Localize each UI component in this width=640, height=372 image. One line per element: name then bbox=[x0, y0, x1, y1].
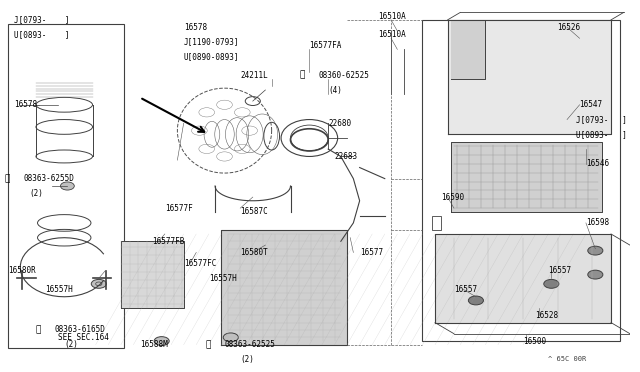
Bar bbox=[432, 215, 442, 230]
Text: 08363-6165D: 08363-6165D bbox=[55, 326, 106, 334]
Text: Ⓢ: Ⓢ bbox=[4, 174, 10, 183]
Polygon shape bbox=[121, 241, 184, 308]
Text: 16546: 16546 bbox=[586, 159, 609, 169]
Text: 16578: 16578 bbox=[184, 23, 207, 32]
Text: 24211L: 24211L bbox=[240, 71, 268, 80]
Text: 16577FA: 16577FA bbox=[309, 41, 342, 50]
Text: (2): (2) bbox=[29, 189, 44, 198]
Circle shape bbox=[588, 270, 603, 279]
Circle shape bbox=[60, 182, 74, 190]
Text: 16577F: 16577F bbox=[165, 203, 193, 213]
Text: 16557H: 16557H bbox=[45, 285, 73, 294]
Text: 08363-62525: 08363-62525 bbox=[225, 340, 275, 349]
Text: 22680: 22680 bbox=[328, 119, 351, 128]
Text: 16580T: 16580T bbox=[240, 248, 268, 257]
Text: 16500: 16500 bbox=[523, 337, 546, 346]
Text: 16577FC: 16577FC bbox=[184, 259, 216, 268]
Text: 16557H: 16557H bbox=[209, 274, 237, 283]
Text: 16557: 16557 bbox=[548, 266, 572, 275]
Text: J[0793-    ]: J[0793- ] bbox=[14, 15, 70, 24]
Text: 16528: 16528 bbox=[536, 311, 559, 320]
Text: SEE SEC.164: SEE SEC.164 bbox=[58, 333, 109, 342]
Polygon shape bbox=[451, 142, 602, 212]
Polygon shape bbox=[447, 20, 611, 134]
Polygon shape bbox=[435, 234, 611, 323]
Polygon shape bbox=[221, 230, 347, 345]
Text: 16590: 16590 bbox=[442, 193, 465, 202]
Circle shape bbox=[223, 333, 238, 342]
Bar bbox=[8, 23, 124, 349]
Text: Ⓢ: Ⓢ bbox=[300, 71, 305, 80]
Text: ^ 65C 00R: ^ 65C 00R bbox=[548, 356, 586, 362]
Text: (2): (2) bbox=[240, 355, 254, 364]
Text: 16578: 16578 bbox=[14, 100, 37, 109]
Text: 08360-62525: 08360-62525 bbox=[319, 71, 370, 80]
Text: 16577FB: 16577FB bbox=[152, 237, 184, 246]
Circle shape bbox=[92, 279, 106, 288]
Polygon shape bbox=[451, 20, 485, 79]
Circle shape bbox=[588, 246, 603, 255]
Circle shape bbox=[154, 337, 169, 346]
Text: J[0793-   ]: J[0793- ] bbox=[577, 115, 627, 124]
Text: 16526: 16526 bbox=[557, 23, 580, 32]
Text: U[0893-   ]: U[0893- ] bbox=[577, 130, 627, 139]
Text: 08363-6255D: 08363-6255D bbox=[24, 174, 74, 183]
Text: (2): (2) bbox=[64, 340, 78, 349]
Text: Ⓢ: Ⓢ bbox=[36, 326, 42, 334]
Bar bbox=[422, 20, 620, 341]
Text: J[1190-0793]: J[1190-0793] bbox=[184, 38, 239, 46]
Text: 16510A: 16510A bbox=[378, 30, 406, 39]
Circle shape bbox=[544, 279, 559, 288]
Text: 16598: 16598 bbox=[586, 218, 609, 227]
Text: Ⓢ: Ⓢ bbox=[205, 340, 211, 349]
Text: 16547: 16547 bbox=[580, 100, 603, 109]
Text: U[0893-    ]: U[0893- ] bbox=[14, 30, 70, 39]
Circle shape bbox=[468, 296, 483, 305]
Text: 22683: 22683 bbox=[335, 152, 358, 161]
Text: 16580R: 16580R bbox=[8, 266, 35, 275]
Text: 16557: 16557 bbox=[454, 285, 477, 294]
Text: 16587C: 16587C bbox=[240, 207, 268, 217]
Text: 16588M: 16588M bbox=[140, 340, 168, 349]
Text: 16577: 16577 bbox=[360, 248, 383, 257]
Text: 16510A: 16510A bbox=[378, 12, 406, 21]
Text: (4): (4) bbox=[328, 86, 342, 94]
Text: U[0890-0893]: U[0890-0893] bbox=[184, 52, 239, 61]
